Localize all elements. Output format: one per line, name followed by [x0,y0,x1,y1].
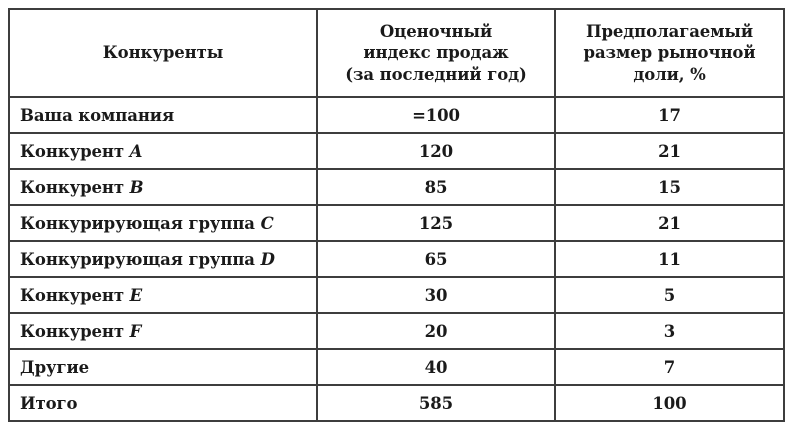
header-row: Конкуренты Оценочный индекс продаж (за п… [8,8,785,98]
competitor-letter: E [129,285,143,305]
cell-sales-index: 20 [316,312,556,350]
cell-competitor-name: Ваша компания [8,96,318,134]
competitor-label: Конкурент [20,321,125,341]
cell-competitor-name: Другие [8,348,318,386]
header-line: индекс продаж [363,43,509,63]
cell-market-share: 15 [554,168,785,206]
table-header: Конкуренты Оценочный индекс продаж (за п… [8,8,785,98]
cell-market-share: 3 [554,312,785,350]
competitor-label: Конкурент [20,177,125,197]
competitor-letter: A [129,141,143,161]
header-line: Оценочный [379,22,493,42]
cell-market-share: 17 [554,96,785,134]
table-row: Конкурент B 85 15 [8,168,785,206]
cell-competitor-name: Конкурент B [8,168,318,206]
cell-competitor-name: Конкурент F [8,312,318,350]
cell-competitor-name: Конкурирующая группа D [8,240,318,278]
table-row: Конкурент F 20 3 [8,312,785,350]
competitor-label: Итого [20,393,78,413]
cell-market-share: 21 [554,204,785,242]
header-line: Конкуренты [102,43,224,63]
cell-sales-index: =100 [316,96,556,134]
competitor-letter: B [129,177,144,197]
cell-sales-index: 65 [316,240,556,278]
header-line: доли, % [633,64,706,84]
cell-market-share: 11 [554,240,785,278]
competitor-label: Конкурирующая группа [20,213,255,233]
competitor-letter: C [260,213,274,233]
competitor-label: Конкурент [20,141,125,161]
header-line: Предполагаемый [585,22,754,42]
cell-total-market-share: 100 [554,384,785,422]
competitor-analysis-table: Конкуренты Оценочный индекс продаж (за п… [8,8,785,422]
cell-sales-index: 125 [316,204,556,242]
table-row: Конкурирующая группа C 125 21 [8,204,785,242]
competitor-letter: F [129,321,142,341]
table-row: Конкурент A 120 21 [8,132,785,170]
cell-total-sales-index: 585 [316,384,556,422]
competitor-label: Ваша компания [20,105,175,125]
table-row: Конкурент E 30 5 [8,276,785,314]
column-header-sales-index: Оценочный индекс продаж (за последний го… [316,8,556,98]
cell-competitor-name: Конкурирующая группа C [8,204,318,242]
cell-competitor-name: Конкурент E [8,276,318,314]
table-row: Другие 40 7 [8,348,785,386]
header-line: размер рыночной [583,43,756,63]
table-row: Конкурирующая группа D 65 11 [8,240,785,278]
column-header-competitors: Конкуренты [8,8,318,98]
table-body: Ваша компания =100 17 Конкурент A 120 21… [8,96,785,422]
cell-sales-index: 120 [316,132,556,170]
competitor-label: Конкурент [20,285,125,305]
column-header-market-share: Предполагаемый размер рыночной доли, % [554,8,785,98]
header-line: (за последний год) [345,64,527,84]
cell-competitor-name: Конкурент A [8,132,318,170]
competitor-table-container: Конкуренты Оценочный индекс продаж (за п… [8,8,785,422]
cell-market-share: 5 [554,276,785,314]
cell-sales-index: 85 [316,168,556,206]
cell-sales-index: 30 [316,276,556,314]
cell-total-label: Итого [8,384,318,422]
cell-market-share: 21 [554,132,785,170]
table-row-total: Итого 585 100 [8,384,785,422]
competitor-label: Конкурирующая группа [20,249,255,269]
cell-sales-index: 40 [316,348,556,386]
competitor-label: Другие [20,357,90,377]
competitor-letter: D [260,249,275,269]
cell-market-share: 7 [554,348,785,386]
table-row: Ваша компания =100 17 [8,96,785,134]
